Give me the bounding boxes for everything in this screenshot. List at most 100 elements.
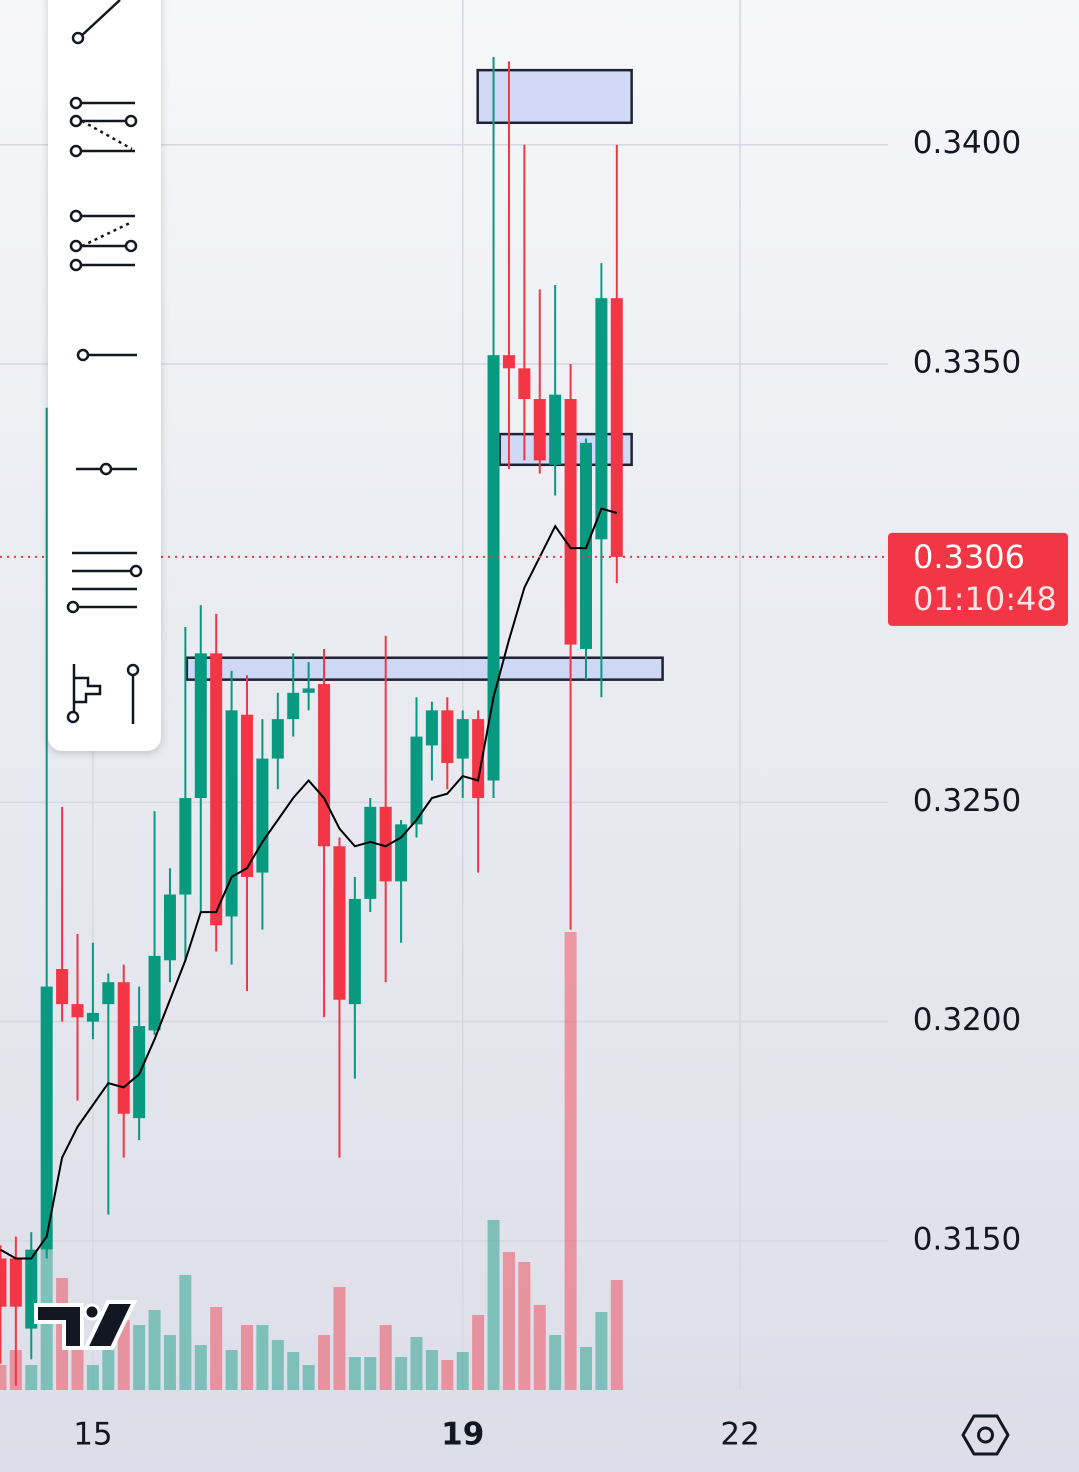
brand-logo xyxy=(34,1300,138,1350)
volume-bar xyxy=(86,1365,99,1390)
volume-bar xyxy=(518,1262,531,1390)
candle-body xyxy=(25,1249,38,1329)
long-position-tool[interactable] xyxy=(66,663,140,724)
toolbar-panel xyxy=(48,0,161,751)
y-tick-label: 0.3250 xyxy=(913,783,1021,819)
volume-bar xyxy=(579,1347,592,1390)
candle-body xyxy=(225,710,238,917)
volume-bar xyxy=(348,1357,361,1390)
candle-body xyxy=(256,758,269,873)
candle-body xyxy=(595,298,608,540)
settings-button[interactable] xyxy=(961,1414,1010,1456)
candle-body xyxy=(333,846,346,1000)
volume-bar xyxy=(148,1310,161,1390)
candle-body xyxy=(210,653,223,926)
volume-bar xyxy=(549,1335,562,1390)
horizontal-line-tool[interactable] xyxy=(76,462,137,476)
volume-bar xyxy=(564,932,577,1390)
volume-bar xyxy=(163,1335,176,1390)
volume-bar xyxy=(395,1357,408,1390)
x-tick-label: 22 xyxy=(720,1417,759,1453)
candle-body xyxy=(318,684,331,847)
candle-body xyxy=(441,710,454,763)
fib-extension-tool[interactable] xyxy=(69,209,138,272)
volume-bar xyxy=(364,1357,377,1390)
volume-bar xyxy=(441,1360,454,1390)
volume-bar xyxy=(271,1340,284,1390)
volume-bar xyxy=(487,1220,500,1390)
candle-body xyxy=(487,355,500,781)
candle-body xyxy=(564,399,577,645)
candle-body xyxy=(9,1258,22,1307)
zone-box xyxy=(476,68,633,125)
volume-bar xyxy=(256,1325,269,1390)
candle-body xyxy=(194,653,207,799)
x-tick-label: 15 xyxy=(73,1417,112,1453)
volume-bar xyxy=(102,1345,115,1390)
volume-bar xyxy=(379,1325,392,1390)
volume-bar xyxy=(595,1312,608,1390)
candle-body xyxy=(549,394,562,465)
x-tick-label: 19 xyxy=(441,1417,484,1453)
candle-body xyxy=(302,688,315,693)
volume-bar xyxy=(333,1287,346,1390)
volume-bar xyxy=(318,1335,331,1390)
y-tick-label: 0.3400 xyxy=(913,125,1021,161)
volume-bar xyxy=(425,1350,438,1390)
y-tick-label: 0.3150 xyxy=(913,1221,1021,1257)
drawing-toolbar xyxy=(48,0,161,751)
volume-bar xyxy=(533,1305,546,1390)
moving-average-line xyxy=(0,507,618,1260)
volume-bar xyxy=(25,1365,38,1390)
volume-bar xyxy=(610,1280,623,1390)
volume-bar xyxy=(117,1320,130,1390)
volume-bar xyxy=(456,1352,469,1390)
candle-body xyxy=(364,806,377,899)
parallel-channel-tool[interactable] xyxy=(66,551,143,614)
candle-body xyxy=(472,719,485,799)
volume-bar xyxy=(225,1350,238,1390)
candle-body xyxy=(102,982,115,1005)
last-price-label: 0.3306 xyxy=(913,538,1025,576)
candle-body xyxy=(502,355,515,369)
ray-tool[interactable] xyxy=(76,348,137,362)
candle-body xyxy=(148,955,161,1031)
candle-body xyxy=(0,1258,7,1307)
candle-body xyxy=(117,982,130,1114)
candle-body xyxy=(241,714,254,877)
candle-body xyxy=(287,692,300,720)
candle-body xyxy=(179,798,192,895)
zone-box xyxy=(185,656,664,681)
candle-body xyxy=(456,719,469,759)
fib-retracement-tool[interactable] xyxy=(69,96,138,158)
candle-body xyxy=(348,898,361,1005)
candle-body xyxy=(533,399,546,461)
volume-bar xyxy=(472,1315,485,1390)
candle-body xyxy=(86,1012,99,1022)
candle-body xyxy=(40,986,53,1250)
candle-body xyxy=(518,368,531,400)
volume-bar xyxy=(0,1365,7,1390)
last-price-badge xyxy=(888,532,1068,626)
volume-bar xyxy=(410,1337,423,1390)
volume-bar xyxy=(210,1307,223,1390)
candle-body xyxy=(610,298,623,557)
axes-layer: 0.3150 0.3200 0.3250 0.3350 0.3400 15 19 22 0.33… xyxy=(73,125,1068,1453)
volume-bar xyxy=(287,1352,300,1390)
candle-body xyxy=(425,710,438,746)
candles-layer xyxy=(0,57,623,1386)
zones-layer xyxy=(185,68,664,681)
volume-bar xyxy=(302,1365,315,1390)
candle-body xyxy=(163,894,176,961)
volume-bar xyxy=(241,1325,254,1390)
y-tick-label: 0.3200 xyxy=(913,1002,1021,1038)
volume-bar xyxy=(133,1325,146,1390)
volume-bar xyxy=(502,1252,515,1390)
candle-body xyxy=(410,736,423,825)
candle-body xyxy=(271,719,284,759)
y-tick-label: 0.3350 xyxy=(913,344,1021,380)
candle-body xyxy=(379,806,392,882)
trend-line-tool[interactable] xyxy=(71,0,121,45)
